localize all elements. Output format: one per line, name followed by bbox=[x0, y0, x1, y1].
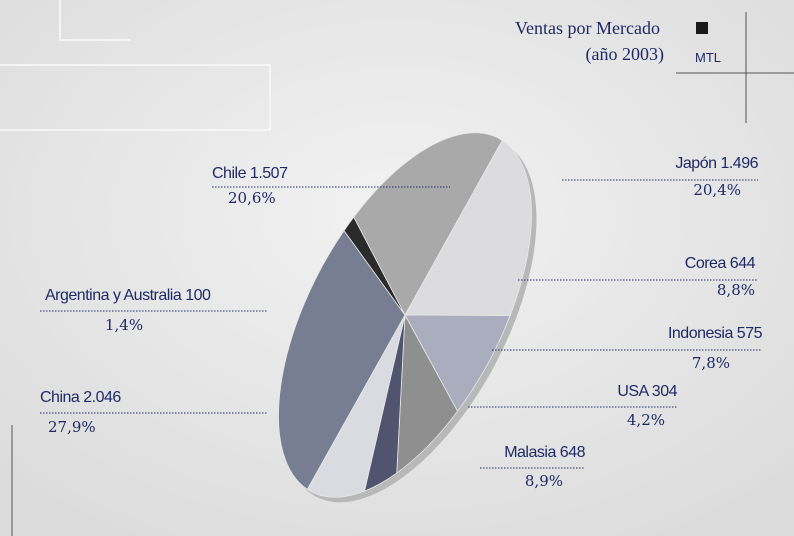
value-label: 648 bbox=[560, 444, 586, 461]
pie-slice bbox=[396, 313, 459, 474]
percent-label: 20,4% bbox=[693, 181, 741, 199]
slice-label: China 2.046 bbox=[40, 389, 121, 406]
slice-label: Corea 644 bbox=[685, 255, 756, 272]
category-name: Chile bbox=[212, 165, 247, 182]
percent-label: 8,8% bbox=[717, 281, 755, 299]
percent-label: 4,2% bbox=[627, 411, 665, 429]
pie-slice bbox=[306, 314, 406, 498]
percent-label: 7,8% bbox=[692, 354, 730, 372]
pie-slice bbox=[404, 314, 511, 412]
category-name: USA bbox=[617, 383, 649, 400]
value-label: 1.507 bbox=[250, 165, 288, 182]
pie-slice bbox=[353, 132, 503, 316]
percent-label: 8,9% bbox=[525, 472, 563, 490]
pie-slice bbox=[404, 139, 532, 316]
percent-label: 1,4% bbox=[105, 316, 143, 334]
labels: Japón 1.496 20,4% Corea 644 8,8% Indonesia 5… bbox=[40, 155, 763, 490]
value-label: 100 bbox=[185, 287, 211, 304]
chart-subtitle: (año 2003) bbox=[586, 44, 664, 65]
slice-label: USA 304 bbox=[617, 383, 677, 400]
slice-label: Indonesia 575 bbox=[668, 325, 763, 342]
value-label: 304 bbox=[652, 383, 678, 400]
slice-label: Japón 1.496 bbox=[675, 155, 758, 172]
legend-square bbox=[696, 22, 708, 34]
value-label: 644 bbox=[730, 255, 756, 272]
category-name: Corea bbox=[685, 255, 727, 272]
slice-label: Argentina y Australia 100 bbox=[45, 287, 211, 304]
slice-label: Chile 1.507 bbox=[212, 165, 288, 182]
unit-label: MTL bbox=[695, 50, 721, 65]
percent-label: 27,9% bbox=[48, 418, 96, 436]
value-label: 2.046 bbox=[83, 389, 121, 406]
category-name: Argentina y Australia bbox=[45, 287, 182, 304]
category-name: Indonesia bbox=[668, 325, 733, 342]
category-name: Malasia bbox=[504, 444, 556, 461]
category-name: China bbox=[40, 389, 80, 406]
percent-label: 20,6% bbox=[228, 189, 276, 207]
value-label: 1.496 bbox=[720, 155, 758, 172]
chart-title: Ventas por Mercado bbox=[515, 18, 660, 38]
value-label: 575 bbox=[737, 325, 763, 342]
pie bbox=[278, 132, 537, 503]
pie-slice bbox=[278, 229, 406, 490]
decor-lines bbox=[0, 0, 271, 131]
slice-label: Malasia 648 bbox=[504, 444, 585, 461]
category-name: Japón bbox=[675, 155, 716, 172]
